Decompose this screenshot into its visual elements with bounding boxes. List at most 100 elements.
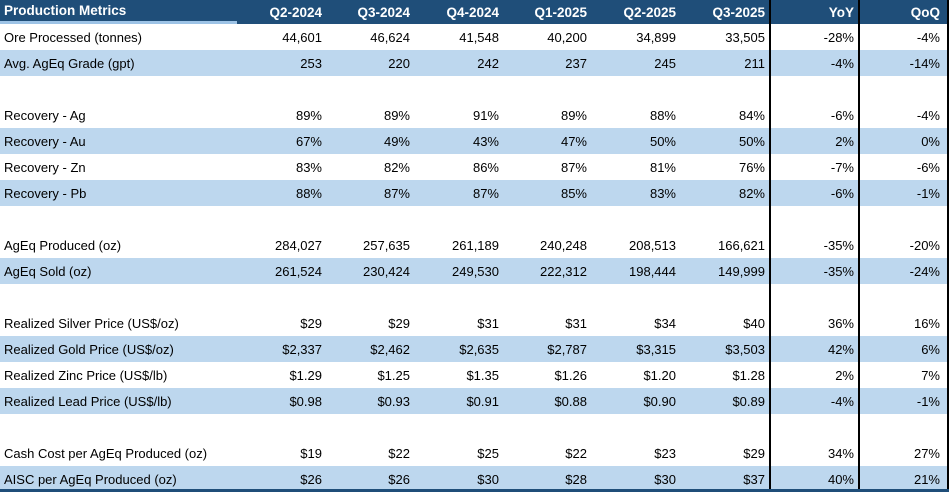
value-cell: 257,635	[363, 237, 410, 253]
value-cell: 33,505	[725, 29, 765, 45]
column-header-q2-2025: Q2-2025	[591, 0, 680, 24]
value-cell: $1.20	[643, 367, 676, 383]
spacer-cell	[326, 206, 414, 232]
spacer-label-cell	[0, 284, 237, 310]
table-body: Ore Processed (tonnes) 44,601 46,624 41,548…	[0, 24, 949, 489]
column-header-qoq: QoQ	[858, 0, 949, 24]
value-cell: 49%	[326, 128, 414, 154]
value-cell: $30	[414, 466, 503, 489]
table-row-ageq-sold-oz: AgEq Sold (oz) 261,524 230,424 249,530 222,3…	[0, 258, 949, 284]
value-cell: 249,530	[414, 258, 503, 284]
value-cell: 81%	[649, 159, 676, 175]
value-cell: $19	[300, 445, 322, 461]
value-cell: -28%	[769, 24, 858, 50]
value-cell: $34	[654, 315, 676, 331]
value-cell: 208,513	[629, 237, 676, 253]
value-cell: -6%	[769, 102, 858, 128]
value-cell: $0.93	[326, 388, 414, 414]
spacer-cell	[326, 76, 414, 102]
value-cell: 82%	[680, 180, 769, 206]
value-cell: 240,248	[540, 237, 587, 253]
row-label: AgEq Produced (oz)	[4, 237, 122, 253]
value-cell: 16%	[858, 310, 949, 336]
value-cell: $1.35	[466, 367, 499, 383]
value-cell: -4%	[858, 24, 949, 50]
value-cell: 50%	[591, 128, 680, 154]
value-cell: 89%	[295, 107, 322, 123]
value-cell: 89%	[560, 107, 587, 123]
row-label: Recovery - Zn	[4, 159, 86, 175]
spacer-cell	[680, 284, 769, 310]
value-cell: $1.29	[289, 367, 322, 383]
value-cell: 67%	[237, 128, 326, 154]
value-cell: 237	[503, 50, 591, 76]
row-label: Realized Gold Price (US$/oz)	[0, 336, 237, 362]
table-row-recovery-au: Recovery - Au 67% 49% 43% 47% 50% 50% 2% 0%	[0, 128, 949, 154]
spacer-label-cell	[0, 414, 237, 440]
value-cell: -7%	[769, 154, 858, 180]
table-row-realized-silver-price-us-oz: Realized Silver Price (US$/oz) $29 $29 $31 $…	[0, 310, 949, 336]
value-cell: $1.28	[732, 367, 765, 383]
value-cell: 211	[680, 50, 769, 76]
spacer-cell	[858, 76, 949, 102]
spacer-cell	[326, 284, 414, 310]
table-title: Production Metrics	[0, 0, 237, 24]
value-cell: 87%	[414, 180, 503, 206]
column-header-q1-2025: Q1-2025	[503, 0, 591, 24]
spacer-cell	[326, 414, 414, 440]
value-cell: -4%	[769, 50, 858, 76]
spacer-row	[0, 284, 949, 310]
value-cell: $22	[565, 445, 587, 461]
value-cell: 220	[326, 50, 414, 76]
spacer-cell	[591, 76, 680, 102]
value-cell: 0%	[858, 128, 949, 154]
value-cell: $28	[503, 466, 591, 489]
value-cell: $0.91	[414, 388, 503, 414]
value-cell: -6%	[769, 180, 858, 206]
value-cell: -24%	[858, 258, 949, 284]
row-label: Recovery - Au	[0, 128, 237, 154]
spacer-cell	[680, 206, 769, 232]
spacer-label-cell	[0, 76, 237, 102]
spacer-cell	[591, 206, 680, 232]
value-cell: $37	[680, 466, 769, 489]
value-cell: -1%	[858, 388, 949, 414]
column-header-yoy: YoY	[769, 0, 858, 24]
spacer-row	[0, 76, 949, 102]
spacer-cell	[591, 414, 680, 440]
value-cell: $29	[388, 315, 410, 331]
spacer-cell	[237, 414, 326, 440]
spacer-cell	[503, 284, 591, 310]
row-label: Recovery - Ag	[4, 107, 86, 123]
value-cell: 261,189	[452, 237, 499, 253]
value-cell: $0.98	[237, 388, 326, 414]
value-cell: $2,635	[414, 336, 503, 362]
value-cell: 27%	[858, 440, 949, 466]
value-cell: 44,601	[282, 29, 322, 45]
value-cell: -35%	[769, 258, 858, 284]
value-cell: $2,462	[326, 336, 414, 362]
value-cell: $22	[388, 445, 410, 461]
spacer-cell	[237, 76, 326, 102]
value-cell: 91%	[472, 107, 499, 123]
table-row-aisc-per-ageq-produced-oz: AISC per AgEq Produced (oz) $26 $26 $30 $28 $…	[0, 466, 949, 489]
value-cell: $3,503	[680, 336, 769, 362]
row-label: Realized Lead Price (US$/lb)	[0, 388, 237, 414]
column-header-q2-2024: Q2-2024	[237, 0, 326, 24]
value-cell: 242	[414, 50, 503, 76]
table-row-realized-gold-price-us-oz: Realized Gold Price (US$/oz) $2,337 $2,462…	[0, 336, 949, 362]
row-label: AISC per AgEq Produced (oz)	[0, 466, 237, 489]
value-cell: 166,621	[718, 237, 765, 253]
value-cell: 36%	[769, 310, 858, 336]
value-cell: 34,899	[636, 29, 676, 45]
spacer-cell	[414, 414, 503, 440]
value-cell: -4%	[858, 102, 949, 128]
value-cell: $26	[326, 466, 414, 489]
spacer-cell	[414, 76, 503, 102]
value-cell: 41,548	[459, 29, 499, 45]
spacer-cell	[769, 284, 858, 310]
spacer-cell	[503, 414, 591, 440]
spacer-cell	[858, 206, 949, 232]
spacer-cell	[237, 206, 326, 232]
row-label: Recovery - Pb	[0, 180, 237, 206]
